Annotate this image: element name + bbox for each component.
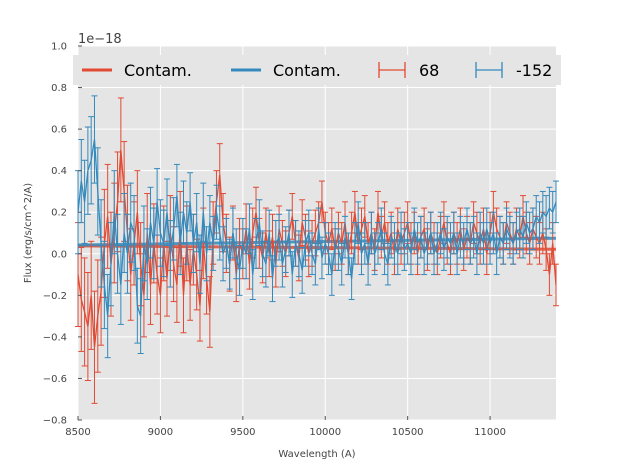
y-tick-label: 0.8 <box>51 83 67 94</box>
y-tick-label: 0.4 <box>51 166 67 177</box>
y-axis-label: Flux (erg/s/cm^2/A) <box>23 183 34 283</box>
y-tick-label: 0.2 <box>51 208 67 219</box>
y-axis-ticks: −0.8 −0.6 −0.4 −0.2 0.0 0.2 0.4 0.6 0.8 1.0 <box>43 42 82 427</box>
x-tick-label: 9500 <box>230 427 255 438</box>
y-tick-label: 0.6 <box>51 125 67 136</box>
legend-errorbar-swatch <box>378 62 406 78</box>
x-tick-label: 10000 <box>309 427 341 438</box>
y-tick-label: −0.4 <box>43 332 67 343</box>
y-axis-offset-label: 1e−18 <box>78 32 122 47</box>
legend-item: -152 <box>475 61 552 80</box>
legend-label: Contam. <box>273 61 341 80</box>
x-axis-label: Wavelength (A) <box>278 449 355 460</box>
y-tick-label: −0.6 <box>43 374 67 385</box>
x-tick-label: 8500 <box>65 427 90 438</box>
x-tick-label: 10500 <box>392 427 424 438</box>
legend-item: Contam. <box>231 61 341 80</box>
legend-label: -152 <box>516 61 552 80</box>
x-tick-label: 9000 <box>148 427 173 438</box>
legend-item: Contam. <box>82 61 192 80</box>
legend-label: 68 <box>419 61 439 80</box>
legend-errorbar-swatch <box>475 62 503 78</box>
y-tick-label: −0.8 <box>43 416 67 427</box>
series--152 <box>75 95 559 359</box>
y-tick-label: −0.2 <box>43 291 67 302</box>
y-tick-label: 0.0 <box>51 249 67 260</box>
x-tick-label: 11000 <box>474 427 506 438</box>
legend-item: 68 <box>378 61 439 80</box>
series-line-68 <box>77 149 557 348</box>
x-axis-ticks: 8500 9000 9500 10000 10500 11000 <box>65 416 506 438</box>
y-tick-label: 1.0 <box>51 42 67 53</box>
legend: Contam. Contam. 68 -152 <box>73 55 561 85</box>
legend-label: Contam. <box>124 61 192 80</box>
series-group <box>75 95 559 404</box>
series-line--152 <box>77 139 557 317</box>
